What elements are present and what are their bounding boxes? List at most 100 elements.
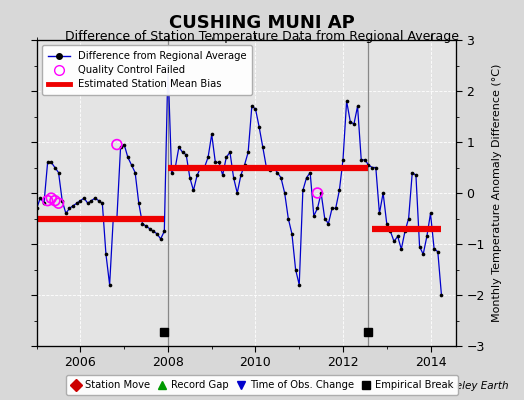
Point [113,141,121,148]
Point [299,187,307,194]
Text: CUSHING MUNI AP: CUSHING MUNI AP [169,14,355,32]
Point [135,200,143,206]
Point [189,187,198,194]
Point [40,200,48,206]
Point [324,220,333,227]
Point [167,170,176,176]
Point [62,210,70,217]
Point [83,200,92,206]
Point [178,149,187,155]
Point [54,200,63,206]
Point [427,210,435,217]
Point [244,149,253,155]
Point [69,202,78,209]
Point [211,159,220,166]
Point [196,164,205,171]
Point [109,215,117,222]
Point [273,170,281,176]
Point [313,205,322,212]
Point [321,215,329,222]
Point [405,215,413,222]
Point [364,162,373,168]
Point [226,149,234,155]
Point [47,195,56,201]
Point [200,164,209,171]
Point [58,198,67,204]
Point [383,220,391,227]
Point [73,200,81,206]
Point [423,233,431,240]
Point [386,228,395,234]
Point [113,215,121,222]
Point [342,98,351,104]
Point [437,292,445,298]
Point [295,282,303,288]
Point [255,124,263,130]
Legend: Station Move, Record Gap, Time of Obs. Change, Empirical Break: Station Move, Record Gap, Time of Obs. C… [66,375,458,395]
Point [277,174,285,181]
Point [127,162,136,168]
Point [146,226,154,232]
Point [80,195,88,201]
Point [335,187,344,194]
Point [241,162,249,168]
Point [149,228,158,234]
Point [182,152,190,158]
Point [434,248,442,255]
Point [174,144,183,150]
Point [291,266,300,273]
Point [193,172,201,178]
Point [317,190,325,196]
Point [157,236,165,242]
Point [94,198,103,204]
Point [302,174,311,181]
Point [353,103,362,110]
Point [394,233,402,240]
Point [36,195,45,201]
Point [51,198,59,204]
Point [160,228,169,234]
Point [204,154,212,160]
Point [332,205,340,212]
Point [368,164,376,171]
Point [361,157,369,163]
Point [339,157,347,163]
Point [357,157,365,163]
Point [32,205,41,212]
Point [124,154,132,160]
Point [248,103,256,110]
Point [262,164,270,171]
Point [102,251,110,258]
Point [306,170,314,176]
Point [164,62,172,69]
Point [328,205,336,212]
Point [171,164,179,171]
Text: Berkeley Earth: Berkeley Earth [432,381,508,391]
Point [408,170,417,176]
Point [47,159,56,166]
Point [269,164,278,171]
Point [237,172,245,178]
Point [419,251,428,258]
Point [91,195,99,201]
Point [401,228,409,234]
Point [258,144,267,150]
Point [138,220,147,227]
Point [390,238,398,245]
Point [153,230,161,237]
Point [98,200,106,206]
Point [430,246,438,252]
Point [66,205,74,212]
Point [416,243,424,250]
Point [51,164,59,171]
Point [233,190,242,196]
Point [266,167,274,173]
Point [372,164,380,171]
Point [397,246,406,252]
Point [215,159,223,166]
Point [208,131,216,138]
Point [43,159,52,166]
Point [379,190,387,196]
Point [131,170,139,176]
Text: Difference of Station Temperature Data from Regional Average: Difference of Station Temperature Data f… [65,30,459,43]
